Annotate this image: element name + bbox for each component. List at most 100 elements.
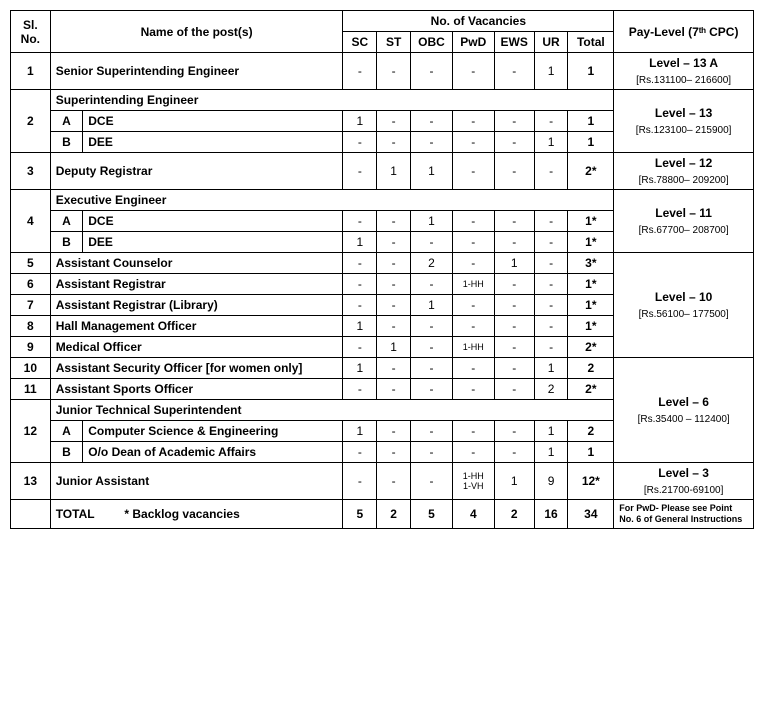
cell-obc: - [411, 274, 453, 295]
cell-st: - [377, 253, 411, 274]
cell-ur: - [534, 274, 568, 295]
cell-st: - [377, 421, 411, 442]
cell-ews: - [494, 153, 534, 190]
cell-ur: - [534, 337, 568, 358]
cell-sc: - [343, 463, 377, 500]
cell-sub-name: DCE [83, 211, 343, 232]
pay-level: Level – 13 A [619, 56, 748, 70]
cell-sl: 2 [11, 90, 51, 153]
cell-total: 2* [568, 337, 614, 358]
pay-range: [Rs.56100– 177500] [639, 309, 729, 320]
cell-obc: - [411, 337, 453, 358]
cell-st: - [377, 442, 411, 463]
cell-sl: 13 [11, 463, 51, 500]
cell-ur: 2 [534, 379, 568, 400]
header-st: ST [377, 32, 411, 53]
cell-total: 1* [568, 295, 614, 316]
cell-pwd: - [452, 253, 494, 274]
cell-ews: - [494, 295, 534, 316]
cell-sl [11, 500, 51, 529]
cell-total: 1* [568, 316, 614, 337]
cell-ews: - [494, 316, 534, 337]
cell-pwd: - [452, 358, 494, 379]
cell-pwd: - [452, 295, 494, 316]
cell-sl: 3 [11, 153, 51, 190]
cell-sl: 5 [11, 253, 51, 274]
cell-sub-letter: A [50, 421, 83, 442]
cell-sl: 11 [11, 379, 51, 400]
cell-pwd: - [452, 132, 494, 153]
cell-ews: - [494, 274, 534, 295]
cell-ur: - [534, 232, 568, 253]
cell-total: 1* [568, 211, 614, 232]
cell-total: 1* [568, 274, 614, 295]
cell-sl: 12 [11, 400, 51, 463]
header-ews: EWS [494, 32, 534, 53]
cell-sc: - [343, 442, 377, 463]
cell-name: Executive Engineer [50, 190, 614, 211]
cell-sl: 7 [11, 295, 51, 316]
table-row: 13 Junior Assistant - - - 1-HH 1-VH 1 9 … [11, 463, 754, 500]
header-vacancies-group: No. of Vacancies [343, 11, 614, 32]
cell-ews: - [494, 442, 534, 463]
pay-range: [Rs.131100– 216600] [636, 75, 731, 86]
cell-name: Assistant Registrar (Library) [50, 295, 343, 316]
cell-total: 2* [568, 153, 614, 190]
cell-st: - [377, 111, 411, 132]
cell-ews: - [494, 211, 534, 232]
cell-total: 34 [568, 500, 614, 529]
cell-st: - [377, 53, 411, 90]
cell-ews: - [494, 111, 534, 132]
cell-sc: - [343, 153, 377, 190]
cell-pwd: 1-HH [452, 274, 494, 295]
cell-total-label: TOTAL * Backlog vacancies [50, 500, 343, 529]
cell-st: - [377, 358, 411, 379]
cell-name: Medical Officer [50, 337, 343, 358]
total-row: TOTAL * Backlog vacancies 5 2 5 4 2 16 3… [11, 500, 754, 529]
cell-pwd: - [452, 53, 494, 90]
cell-sl: 1 [11, 53, 51, 90]
cell-ews: - [494, 358, 534, 379]
cell-sc: - [343, 53, 377, 90]
cell-sc: 1 [343, 358, 377, 379]
cell-pwd: - [452, 316, 494, 337]
cell-ews: 1 [494, 463, 534, 500]
cell-obc: 2 [411, 253, 453, 274]
cell-st: - [377, 232, 411, 253]
header-ur: UR [534, 32, 568, 53]
pay-level: Level – 12 [619, 156, 748, 170]
cell-st: 2 [377, 500, 411, 529]
header-name: Name of the post(s) [50, 11, 343, 53]
cell-sl: 10 [11, 358, 51, 379]
pay-level: Level – 3 [619, 466, 748, 480]
cell-sc: - [343, 274, 377, 295]
cell-name: Assistant Counselor [50, 253, 343, 274]
cell-st: - [377, 295, 411, 316]
table-row: 2 Superintending Engineer Level – 13 [Rs… [11, 90, 754, 111]
cell-sub-name: DEE [83, 132, 343, 153]
cell-obc: - [411, 316, 453, 337]
cell-name: Assistant Sports Officer [50, 379, 343, 400]
cell-sl: 6 [11, 274, 51, 295]
cell-ur: - [534, 316, 568, 337]
cell-pwd: - [452, 153, 494, 190]
cell-name: Superintending Engineer [50, 90, 614, 111]
cell-st: - [377, 132, 411, 153]
cell-ur: - [534, 295, 568, 316]
cell-obc: 1 [411, 153, 453, 190]
pay-level: Level – 10 [619, 290, 748, 304]
pay-level: Level – 13 [619, 106, 748, 120]
cell-pwd: - [452, 442, 494, 463]
cell-total: 3* [568, 253, 614, 274]
cell-obc: - [411, 232, 453, 253]
cell-sc: - [343, 295, 377, 316]
cell-ur: 1 [534, 132, 568, 153]
cell-total: 1* [568, 232, 614, 253]
cell-pay: Level – 6 [Rs.35400 – 112400] [614, 358, 754, 463]
cell-pay: Level – 13 [Rs.123100– 215900] [614, 90, 754, 153]
header-total: Total [568, 32, 614, 53]
cell-ur: 1 [534, 442, 568, 463]
cell-sc: - [343, 211, 377, 232]
pay-range: [Rs.67700– 208700] [639, 225, 729, 236]
cell-st: - [377, 463, 411, 500]
